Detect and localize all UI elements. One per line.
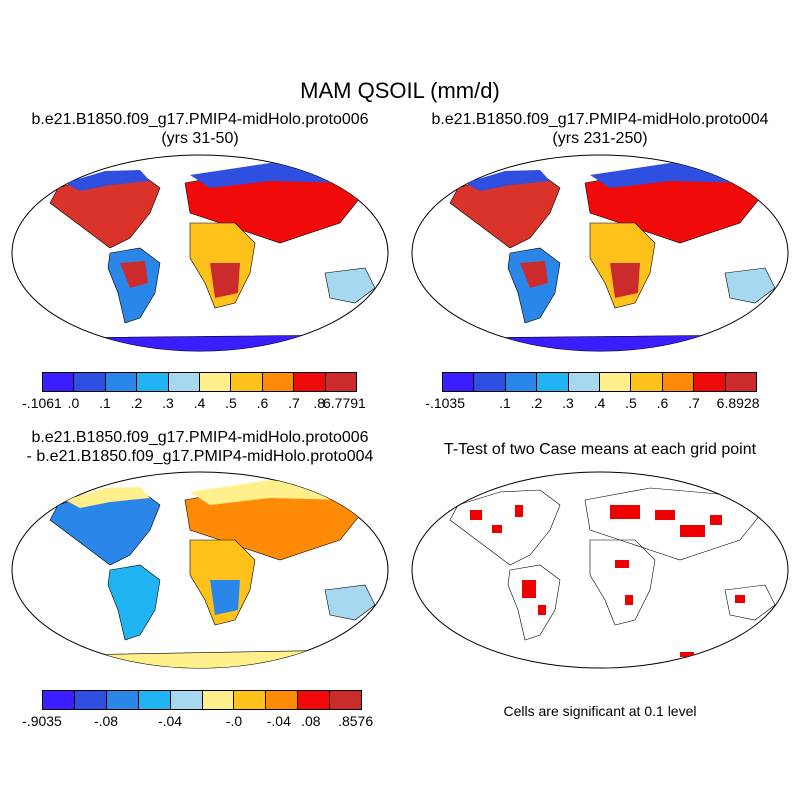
cbar-label: .1 xyxy=(99,395,111,411)
cbar-label: 6.7791 xyxy=(322,395,366,411)
cbar-label: .2 xyxy=(130,395,143,411)
map-top-left-svg xyxy=(11,154,389,352)
colorbar-bl-swatch xyxy=(138,691,171,709)
colorbar-bl-swatch xyxy=(43,691,75,709)
colorbar-tr-swatch xyxy=(694,373,726,391)
colorbar-tr-swatch xyxy=(568,373,601,391)
colorbar-tr-swatch xyxy=(725,373,757,391)
colorbar-bl-swatch xyxy=(170,691,203,709)
map-bottom-right xyxy=(410,470,790,670)
panel-tr-title-line1: b.e21.B1850.f09_g17.PMIP4-midHolo.proto0… xyxy=(431,111,769,128)
panel-tr-title-line2: (yrs 231-250) xyxy=(552,130,648,147)
cbar-label: .08 xyxy=(301,713,321,729)
colorbar-bottom-left-labels: -.9035 -.08 -.04 -.0 -.04 .08 .8576 xyxy=(22,713,373,731)
colorbar-bl-swatch xyxy=(202,691,235,709)
colorbar-top-left-labels: -.1061 .0 .1 .2 .3 .4 .5 .6 .7 .8 6.7791 xyxy=(22,395,366,413)
colorbar-tl-swatch xyxy=(43,373,75,391)
panel-bl-title: b.e21.B1850.f09_g17.PMIP4-midHolo.proto0… xyxy=(0,428,400,466)
cbar-label: 6.8928 xyxy=(716,395,760,411)
panel-tr-title: b.e21.B1850.f09_g17.PMIP4-midHolo.proto0… xyxy=(400,110,800,148)
colorbar-bl-swatch xyxy=(266,691,299,709)
cbar-label: .2 xyxy=(530,395,543,411)
colorbar-bl-swatch xyxy=(106,691,139,709)
cbar-label: .1 xyxy=(499,395,511,411)
colorbar-bl-swatch xyxy=(330,691,362,709)
figure-title: MAM QSOIL (mm/d) xyxy=(300,78,500,103)
panel-tl-title-line1: b.e21.B1850.f09_g17.PMIP4-midHolo.proto0… xyxy=(31,111,369,128)
colorbar-top-left xyxy=(42,372,357,392)
panel-tl-title: b.e21.B1850.f09_g17.PMIP4-midHolo.proto0… xyxy=(0,110,400,148)
map-top-right-svg xyxy=(411,154,789,352)
cbar-label: -.1061 xyxy=(22,395,62,411)
map-top-left xyxy=(10,153,390,353)
colorbar-tr-swatch xyxy=(631,373,663,391)
colorbar-tr-swatch xyxy=(443,373,475,391)
cbar-label: -.04 xyxy=(157,713,183,729)
cbar-label: .6 xyxy=(656,395,669,411)
colorbar-top-right xyxy=(442,372,757,392)
cbar-label: .8576 xyxy=(338,713,374,729)
cbar-label: .5 xyxy=(625,395,637,411)
colorbar-bottom-left xyxy=(42,690,362,710)
colorbar-bl-swatch xyxy=(298,691,331,709)
colorbar-tr-swatch xyxy=(537,373,569,391)
map-top-right xyxy=(410,153,790,353)
colorbar-tr-swatch xyxy=(505,373,538,391)
cbar-label: .4 xyxy=(193,395,206,411)
panel-tl-title-line2: (yrs 31-50) xyxy=(161,130,239,147)
colorbar-tr-swatch xyxy=(600,373,632,391)
colorbar-bl-swatch xyxy=(74,691,107,709)
cbar-label: .4 xyxy=(593,395,606,411)
colorbar-tl-swatch xyxy=(262,373,295,391)
cbar-label: -.0 xyxy=(225,713,243,729)
cbar-label: .5 xyxy=(225,395,237,411)
cbar-label: -.1035 xyxy=(425,395,465,411)
map-bottom-left-svg xyxy=(11,471,389,669)
map-bottom-left xyxy=(10,470,390,670)
map-bottom-right-svg xyxy=(411,471,789,669)
cbar-label: .6 xyxy=(256,395,269,411)
cbar-label: .7 xyxy=(688,395,700,411)
panel-bl-title-line2: - b.e21.B1850.f09_g17.PMIP4-midHolo.prot… xyxy=(26,448,374,465)
colorbar-tr-swatch xyxy=(474,373,506,391)
colorbar-tl-swatch xyxy=(137,373,169,391)
cbar-label: -.08 xyxy=(93,713,119,729)
cbar-label: .3 xyxy=(162,395,174,411)
colorbar-tl-swatch xyxy=(105,373,138,391)
cbar-label: .0 xyxy=(67,395,80,411)
cbar-label: -.9035 xyxy=(22,713,62,729)
panel-bl-title-line1: b.e21.B1850.f09_g17.PMIP4-midHolo.proto0… xyxy=(31,429,369,446)
colorbar-top-right-labels: -.1035 .1 .2 .3 .4 .5 .6 .7 6.8928 xyxy=(425,395,760,413)
colorbar-bl-swatch xyxy=(234,691,267,709)
colorbar-tl-swatch xyxy=(200,373,232,391)
significance-note: Cells are significant at 0.1 level xyxy=(503,703,697,719)
panel-br-title: T-Test of two Case means at each grid po… xyxy=(443,441,757,458)
cbar-label: .8 xyxy=(313,395,326,411)
colorbar-tl-swatch xyxy=(294,373,326,391)
colorbar-tr-swatch xyxy=(662,373,695,391)
cbar-label: -.04 xyxy=(266,713,291,729)
cbar-label: .7 xyxy=(288,395,300,411)
colorbar-tl-swatch xyxy=(231,373,263,391)
colorbar-tl-swatch xyxy=(168,373,201,391)
cbar-label: .3 xyxy=(562,395,574,411)
colorbar-tl-swatch xyxy=(74,373,106,391)
colorbar-tl-swatch xyxy=(325,373,357,391)
